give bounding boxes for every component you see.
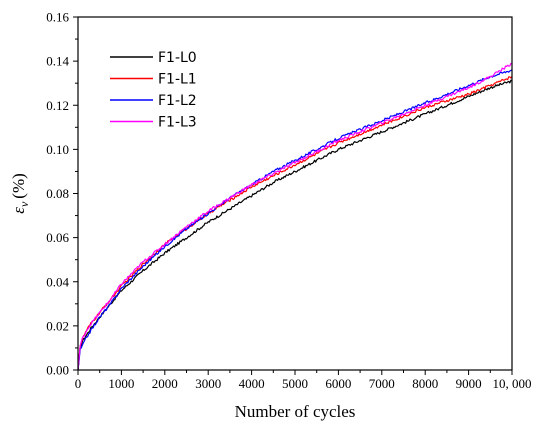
- y-axis-unit: (%): [9, 173, 28, 198]
- x-tick-label: 7000: [369, 376, 395, 391]
- y-tick-label: 0.04: [46, 274, 69, 289]
- y-tick-label: 0.08: [46, 186, 69, 201]
- series-line-f1-l0: [77, 79, 513, 371]
- y-tick-label: 0.02: [46, 318, 69, 333]
- x-tick-label: 2000: [152, 376, 178, 391]
- legend: F1-L0 F1-L1 F1-L2 F1-L3: [110, 50, 197, 131]
- y-axis-symbol: ε: [9, 207, 28, 214]
- x-tick-label: 6000: [325, 376, 351, 391]
- y-tick-label: 0.12: [46, 98, 69, 113]
- y-axis-subscript: v: [17, 201, 31, 207]
- y-tick-label: 0.14: [46, 54, 69, 69]
- y-axis-title: εv (%): [9, 173, 31, 214]
- legend-label: F1-L0: [158, 50, 197, 66]
- legend-label: F1-L3: [158, 115, 197, 131]
- x-tick-label: 4000: [239, 376, 265, 391]
- x-tick-label: 0: [75, 376, 82, 391]
- series-line-f1-l2: [77, 69, 513, 371]
- legend-label: F1-L1: [158, 72, 197, 88]
- y-tick-label: 0.10: [46, 142, 69, 157]
- plot-series: [77, 62, 513, 371]
- y-tick-label: 0.06: [46, 230, 69, 245]
- x-tick-label: 3000: [195, 376, 221, 391]
- axis-tick-labels: 0 1000 2000 3000 4000 5000 6000 7000 8000 9000 10,…: [46, 10, 531, 392]
- x-tick-label: 1000: [108, 376, 134, 391]
- series-line-f1-l3: [77, 62, 513, 371]
- y-tick-label: 0.16: [46, 10, 69, 25]
- plot-frame: [77, 16, 513, 371]
- legend-label: F1-L2: [158, 93, 197, 109]
- series-line-f1-l1: [77, 76, 513, 371]
- x-axis-title: Number of cycles: [235, 402, 356, 421]
- y-tick-label: 0.00: [46, 363, 69, 378]
- x-tick-label: 9000: [456, 376, 482, 391]
- axis-ticks: [73, 16, 513, 375]
- x-tick-label: 8000: [412, 376, 438, 391]
- x-tick-label: 5000: [282, 376, 308, 391]
- x-tick-label: 10, 000: [493, 376, 532, 391]
